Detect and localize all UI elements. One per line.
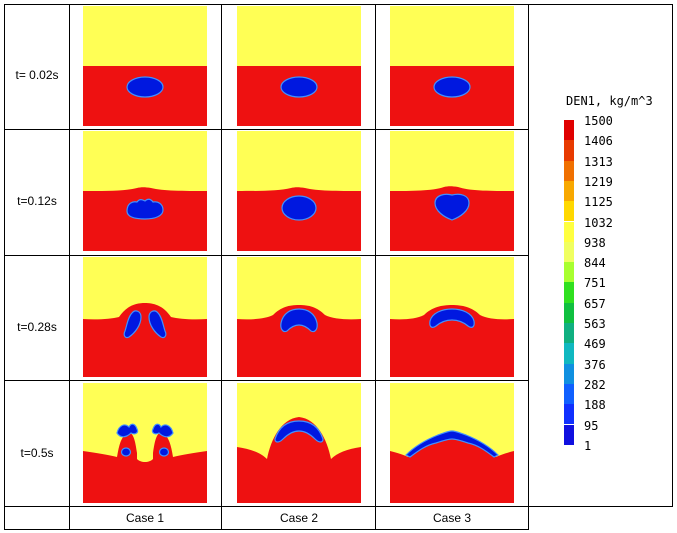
- colorbar-swatch: [564, 302, 574, 323]
- colorbar-tick-label: 1406: [584, 134, 613, 149]
- panel-case1-t05: [83, 383, 207, 503]
- case-label-3: Case 3: [432, 511, 472, 525]
- grid-line: [375, 4, 376, 530]
- colorbar-tick-label: 188: [584, 398, 606, 413]
- colorbar-tick-label: 1219: [584, 174, 613, 189]
- case-label-1: Case 1: [125, 511, 165, 525]
- colorbar-swatch: [564, 424, 574, 445]
- panel-case3-t05: [390, 383, 514, 503]
- colorbar-swatch: [564, 160, 574, 181]
- grid-line: [4, 506, 529, 507]
- grid-line: [4, 529, 529, 530]
- panel-case3-t002: [390, 6, 514, 126]
- panel-case2-t002: [237, 6, 361, 126]
- colorbar-tick-label: 751: [584, 276, 606, 291]
- colorbar-tick-label: 1032: [584, 215, 613, 230]
- colorbar-swatch: [564, 120, 574, 141]
- grid-line: [528, 4, 529, 530]
- colorbar-swatch: [564, 140, 574, 161]
- colorbar-swatch: [564, 363, 574, 384]
- row-label-t012: t=0.12s: [17, 194, 57, 208]
- colorbar-swatch: [564, 241, 574, 263]
- colorbar-tick-label: 1313: [584, 154, 613, 169]
- panel-case1-t002: [83, 6, 207, 126]
- colorbar-title: DEN1, kg/m^3: [566, 94, 653, 108]
- grid-line: [672, 4, 673, 507]
- colorbar-swatch: [564, 323, 574, 344]
- row-label-t002: t= 0.02s: [15, 68, 59, 82]
- panel-case1-t012: [83, 131, 207, 251]
- colorbar-tick-label: 1125: [584, 195, 613, 210]
- panel-case2-t05: [237, 383, 361, 503]
- case-label-2: Case 2: [279, 511, 319, 525]
- grid-line: [4, 4, 5, 530]
- panel-case1-t028: [83, 257, 207, 377]
- colorbar-swatch: [564, 201, 574, 222]
- colorbar-swatch: [564, 221, 574, 242]
- colorbar-tick-label: 376: [584, 357, 606, 372]
- colorbar-tick-label: 469: [584, 337, 606, 352]
- colorbar-swatch: [564, 343, 574, 364]
- colorbar-swatch: [564, 404, 574, 425]
- row-label-t05: t=0.5s: [20, 446, 54, 460]
- colorbar-tick-label: 282: [584, 377, 606, 392]
- colorbar-tick-label: 1: [584, 438, 592, 453]
- panel-case2-t028: [237, 257, 361, 377]
- row-label-t028: t=0.28s: [17, 320, 57, 334]
- grid-line: [221, 4, 222, 530]
- grid-line: [69, 4, 70, 530]
- colorbar-tick-label: 844: [584, 256, 606, 271]
- colorbar-swatch: [564, 180, 574, 202]
- colorbar-tick-label: 657: [584, 296, 606, 311]
- colorbar-swatch: [564, 383, 574, 405]
- colorbar-swatch: [564, 262, 574, 283]
- panel-case2-t012: [237, 131, 361, 251]
- colorbar-swatch: [564, 282, 574, 303]
- grid-line: [4, 4, 673, 5]
- panel-case3-t012: [390, 131, 514, 251]
- colorbar-tick-label: 95: [584, 418, 599, 433]
- colorbar-tick-label: 563: [584, 317, 606, 331]
- grid-line: [4, 129, 529, 130]
- colorbar-tick-label: 1500: [584, 114, 613, 128]
- grid-line: [528, 506, 673, 507]
- grid-line: [4, 255, 529, 256]
- panel-case3-t028: [390, 257, 514, 377]
- grid-line: [4, 380, 529, 381]
- colorbar-tick-label: 938: [584, 235, 606, 250]
